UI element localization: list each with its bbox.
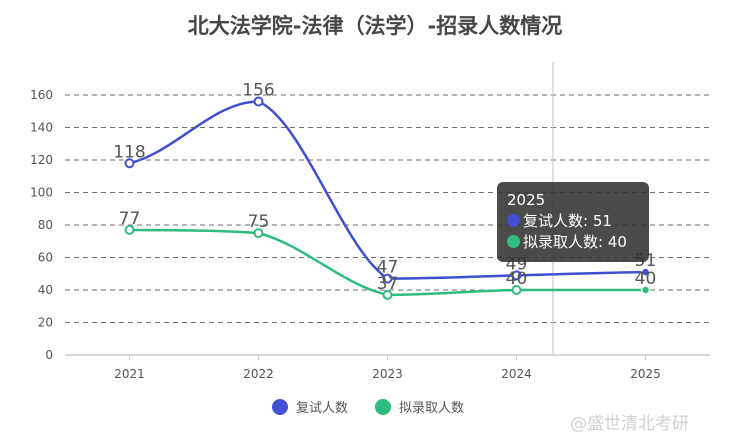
x-tick-label: 2023 xyxy=(372,367,403,381)
watermark: @盛世清北考研 xyxy=(570,414,689,434)
x-axis: 2021 2022 2023 2024 2025 xyxy=(65,354,710,381)
legend-label-admit: 拟录取人数 xyxy=(399,401,465,416)
tooltip-label-retest: 复试人数: 51 xyxy=(523,212,612,230)
x-tick-label: 2021 xyxy=(114,367,145,381)
data-point xyxy=(382,273,393,284)
x-tick-label: 2025 xyxy=(630,367,661,381)
data-label: 77 xyxy=(119,209,141,229)
legend-marker-retest xyxy=(272,398,288,415)
tooltip-marker-admit xyxy=(507,235,520,248)
data-label: 156 xyxy=(242,81,274,101)
legend-marker-admit xyxy=(375,398,391,415)
x-tick-label: 2024 xyxy=(501,367,532,381)
tooltip-title: 2025 xyxy=(507,190,546,209)
tooltip-label-admit: 拟录取人数: 40 xyxy=(523,233,627,251)
data-label: 40 xyxy=(635,269,657,289)
tooltip-row-admit: 拟录取人数: 40 xyxy=(507,231,639,252)
legend-item-retest[interactable]: 复试人数 xyxy=(272,397,348,416)
data-point xyxy=(253,96,264,107)
chart-title: 北大法学院-法律（法学）-招录人数情况 xyxy=(187,14,563,38)
y-tick-label: 20 xyxy=(38,316,53,330)
data-point xyxy=(124,224,135,235)
data-label: 40 xyxy=(506,269,528,289)
data-point xyxy=(640,267,651,277)
tooltip: 2025 复试人数: 51 拟录取人数: 40 xyxy=(497,182,649,262)
y-tick-label: 40 xyxy=(38,283,53,297)
legend-label-retest: 复试人数 xyxy=(296,401,349,416)
data-label: 47 xyxy=(377,258,399,278)
y-tick-label: 80 xyxy=(38,218,53,232)
data-label: 37 xyxy=(377,274,399,294)
data-label: 75 xyxy=(248,212,270,232)
series-line xyxy=(129,100,646,280)
y-tick-label: 140 xyxy=(30,121,53,135)
data-point xyxy=(511,285,522,295)
data-point xyxy=(253,228,264,239)
tooltip-marker-retest xyxy=(507,214,520,227)
data-label: 118 xyxy=(113,142,145,162)
data-point xyxy=(124,158,135,169)
x-tick-label: 2022 xyxy=(243,367,274,381)
legend-item-admit[interactable]: 拟录取人数 xyxy=(375,397,464,416)
y-tick-label: 120 xyxy=(30,153,53,167)
y-tick-label: 100 xyxy=(30,186,53,200)
data-point xyxy=(640,285,651,295)
y-tick-label: 0 xyxy=(45,348,53,362)
data-point xyxy=(382,289,393,300)
tooltip-row-retest: 复试人数: 51 xyxy=(507,210,639,231)
y-tick-label: 60 xyxy=(38,251,53,265)
y-tick-label: 160 xyxy=(30,88,53,102)
series-group xyxy=(124,96,651,300)
data-point xyxy=(511,270,522,281)
y-axis: 0 20 40 60 80 100 120 140 160 xyxy=(30,88,53,362)
